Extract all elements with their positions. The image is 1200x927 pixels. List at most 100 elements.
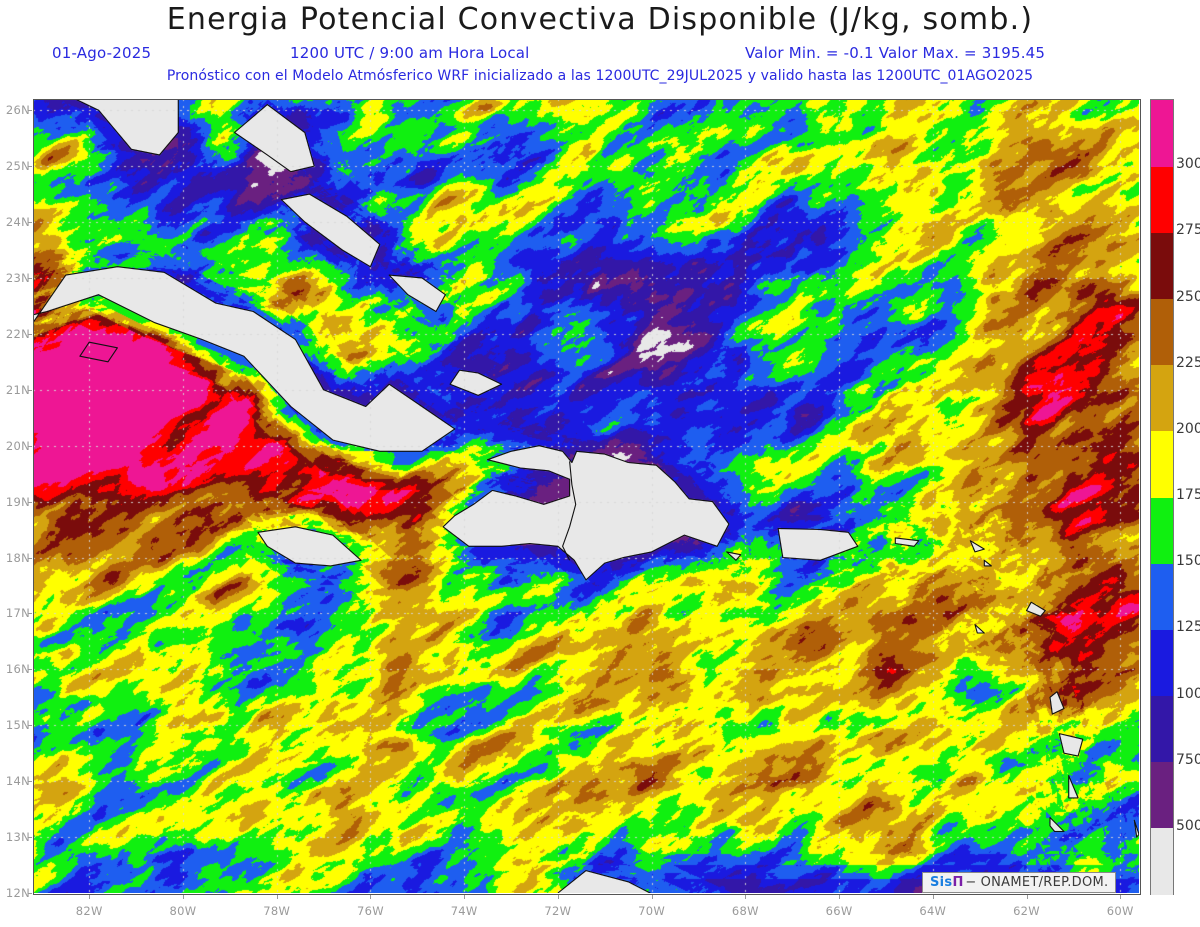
lat-tick-12N: 12N [5, 886, 30, 900]
lat-tick-mark [28, 333, 32, 335]
colorbar-tick-2750: 2750 [1176, 222, 1200, 239]
watermark-badge: Sis Π − ONAMET/REP.DOM. [922, 872, 1117, 893]
lon-tick-68W: 68W [731, 904, 759, 918]
coastline-path [79, 341, 118, 363]
lat-tick-26N: 26N [5, 103, 30, 118]
lat-tick-20N: 20N [5, 438, 30, 453]
lat-tick-mark [28, 445, 32, 447]
lat-tick-mark [28, 166, 32, 168]
colorbar-band--3000 [1151, 100, 1173, 167]
coastline-path [388, 274, 446, 313]
page-title: Energia Potencial Convectiva Disponible … [166, 2, 1034, 37]
coastline-path [449, 369, 503, 396]
lat-tick-19N: 19N [5, 494, 30, 509]
lat-tick-18N: 18N [5, 550, 30, 565]
colorbar-band-1000-1250 [1151, 629, 1173, 697]
colorbar-tick-750: 750 [1176, 751, 1200, 768]
coastline-path [557, 870, 1139, 893]
lon-tick-mark [182, 895, 184, 899]
header: Energia Potencial Convectiva Disponible … [0, 0, 1200, 95]
colorbar-band-750-1000 [1151, 695, 1173, 763]
coastline-path [233, 104, 315, 173]
lon-tick-mark [89, 895, 91, 899]
lat-tick-mark [28, 277, 32, 279]
lat-tick-mark [28, 781, 32, 783]
lon-tick-mark [464, 895, 466, 899]
watermark-separator: − [965, 875, 977, 890]
coastline-path [983, 559, 992, 567]
lon-tick-82W: 82W [75, 904, 103, 918]
colorbar-tick-1750: 1750 [1176, 487, 1200, 503]
colorbar-band-2000-2250 [1151, 364, 1173, 432]
lon-tick-mark [745, 895, 747, 899]
coastline-path [562, 461, 577, 561]
coastline-path [46, 99, 179, 156]
lon-tick-76W: 76W [356, 904, 384, 918]
lon-tick-mark [1026, 895, 1028, 899]
lat-tick-mark [28, 669, 32, 671]
lon-tick-mark [932, 895, 934, 899]
lon-tick-64W: 64W [919, 904, 947, 918]
coastline-path [1133, 819, 1139, 838]
colorbar-tick-3000: 3000 [1176, 156, 1200, 173]
coastline-path [894, 537, 920, 547]
colorbar-band-2750-3000 [1151, 166, 1173, 233]
lat-tick-21N: 21N [5, 382, 30, 397]
lon-tick-60W: 60W [1106, 904, 1134, 918]
colorbar-tick-labels: 500 750 1000 1250 1500 1750 2000 2250 2500 2750 30… [1176, 99, 1200, 893]
coastline-path [1068, 775, 1079, 799]
lat-tick-mark [28, 837, 32, 839]
forecast-time: 1200 UTC / 9:00 am Hora Local [290, 44, 530, 62]
minmax-values: Valor Min. = -0.1 Valor Max. = 3195.45 [745, 44, 1046, 62]
coastline-path [974, 624, 985, 634]
lon-tick-80W: 80W [169, 904, 197, 918]
lat-tick-13N: 13N [5, 830, 30, 845]
subtitle-row: 01-Ago-2025 1200 UTC / 9:00 am Hora Loca… [0, 44, 1200, 64]
coastline-path [1049, 816, 1065, 833]
watermark-sis: Sis [930, 875, 953, 890]
lat-tick-mark [28, 501, 32, 503]
lon-tick-74W: 74W [450, 904, 478, 918]
lat-tick-17N: 17N [5, 606, 30, 621]
lon-tick-62W: 62W [1013, 904, 1040, 918]
colorbar-tick-500: 500 [1176, 817, 1200, 834]
colorbar-band--500 [1151, 827, 1173, 895]
forecast-date: 01-Ago-2025 [52, 44, 152, 62]
lat-tick-14N: 14N [5, 774, 30, 789]
colorbar-band-2250-2500 [1151, 298, 1173, 366]
colorbar-band-500-750 [1151, 761, 1173, 829]
colorbar-band-1750-2000 [1151, 430, 1173, 498]
lat-tick-mark [28, 725, 32, 727]
lat-tick-23N: 23N [5, 270, 30, 285]
colorbar-band-2500-2750 [1151, 232, 1173, 300]
colorbar-band-1250-1500 [1151, 563, 1173, 630]
model-description: Pronóstico con el Modelo Atmósferico WRF… [166, 68, 1034, 84]
lon-tick-78W: 78W [263, 904, 291, 918]
colorbar-tick-2500: 2500 [1176, 288, 1200, 305]
lat-tick-mark [28, 893, 32, 894]
colorbar [1150, 99, 1174, 895]
colorbar-tick-1000: 1000 [1176, 685, 1200, 702]
coastline-path [280, 193, 381, 268]
colorbar-tick-1250: 1250 [1176, 619, 1200, 636]
lon-tick-mark [276, 895, 278, 899]
cape-field-canvas [33, 99, 1139, 893]
lon-tick-mark [370, 895, 372, 899]
coastline-path [777, 527, 859, 561]
lat-tick-25N: 25N [5, 159, 30, 174]
coastline-path [969, 540, 985, 553]
colorbar-tick-2250: 2250 [1176, 354, 1200, 371]
lon-tick-mark [1120, 895, 1122, 899]
coastline-overlay [33, 99, 1139, 893]
coastline-path [33, 266, 456, 452]
lon-tick-66W: 66W [825, 904, 853, 918]
lon-tick-72W: 72W [544, 904, 572, 918]
colorbar-tick-1500: 1500 [1176, 553, 1200, 570]
coastline-path [726, 551, 742, 561]
lon-tick-70W: 70W [638, 904, 666, 918]
lat-tick-mark [28, 110, 32, 112]
coastline-path [1049, 691, 1065, 715]
cape-map[interactable] [33, 99, 1139, 893]
lon-tick-mark [557, 895, 559, 899]
